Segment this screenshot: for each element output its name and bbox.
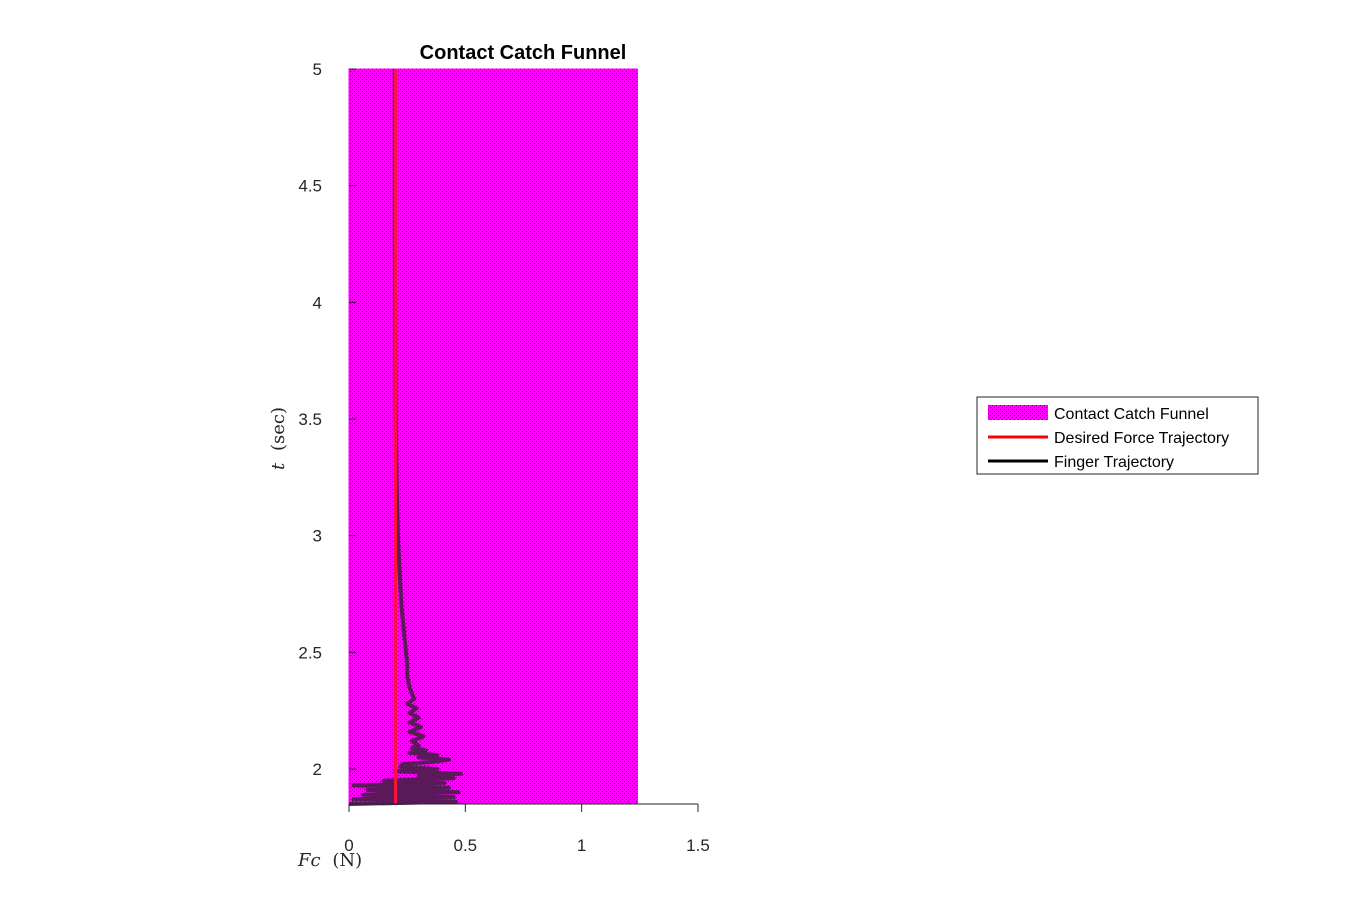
x-axis-label-var: Fc <box>297 850 321 871</box>
y-axis-label-var: t <box>268 462 289 470</box>
x-tick-label: 0.5 <box>454 836 478 855</box>
legend: Contact Catch Funnel Desired Force Traje… <box>976 396 1259 475</box>
y-axis-label: t (sec) <box>268 407 289 470</box>
x-tick-label: 1.5 <box>686 836 710 855</box>
y-tick-label: 5 <box>313 60 322 79</box>
y-tick-label: 3 <box>313 527 322 546</box>
legend-label-funnel: Contact Catch Funnel <box>1054 406 1209 423</box>
y-tick-label: 3.5 <box>298 410 322 429</box>
plot-area <box>348 68 639 806</box>
finger-trajectory-line <box>348 69 463 806</box>
legend-swatch-funnel <box>988 405 1048 420</box>
x-axis-label: Fc (N) <box>297 850 362 871</box>
y-tick-label: 4.5 <box>298 177 322 196</box>
x-axis-label-unit: (N) <box>332 850 362 871</box>
funnel-region <box>348 68 639 805</box>
legend-label-desired: Desired Force Trajectory <box>1054 430 1229 447</box>
y-tick-label: 2.5 <box>298 643 322 662</box>
y-tick-label: 2 <box>313 760 322 779</box>
chart-title: Contact Catch Funnel <box>420 42 627 64</box>
y-ticks: 2 2.5 3 3.5 4 4.5 5 <box>298 60 356 779</box>
x-tick-label: 1 <box>577 836 586 855</box>
y-axis-label-unit: (sec) <box>268 407 289 451</box>
x-ticks: 0 0.5 1 1.5 <box>344 804 710 855</box>
x-tick-label: 0 <box>344 836 353 855</box>
legend-label-finger: Finger Trajectory <box>1054 454 1174 471</box>
y-tick-label: 4 <box>313 293 322 312</box>
axes: 0 0.5 1 1.5 2 2.5 3 3.5 4 4.5 5 <box>298 60 709 855</box>
